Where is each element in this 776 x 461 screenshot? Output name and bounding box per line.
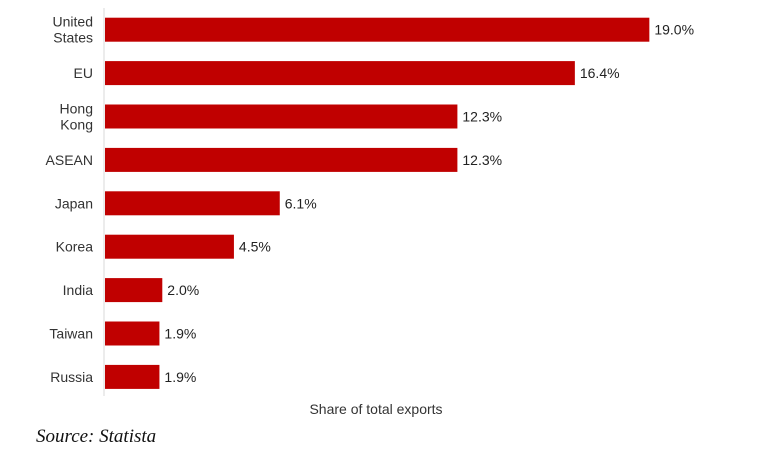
bar: [105, 321, 160, 346]
bar-chart: 19.0% United States 16.4% EU 12.3% Hong Kong 12.…: [46, 8, 694, 417]
category-label: United States: [53, 14, 93, 46]
bar: [105, 191, 280, 216]
bar-value-label: 12.3%: [462, 109, 502, 125]
category-label: Hong Kong: [60, 101, 93, 133]
category-label: EU: [74, 65, 93, 81]
bar-value-label: 6.1%: [285, 195, 317, 211]
source-caption: Source: Statista: [36, 426, 157, 447]
bar: [105, 104, 458, 129]
category-label: Russia: [50, 369, 93, 385]
bar: [105, 61, 575, 86]
bar: [105, 364, 160, 389]
category-label: India: [63, 282, 94, 298]
bar-value-label: 16.4%: [580, 65, 620, 81]
bar-value-label: 4.5%: [239, 239, 271, 255]
bar: [105, 17, 650, 42]
bar-value-label: 1.9%: [164, 369, 196, 385]
bar: [105, 234, 234, 259]
bar-value-label: 19.0%: [654, 22, 694, 38]
bar-value-label: 1.9%: [164, 326, 196, 342]
bar: [105, 147, 458, 172]
category-label: Taiwan: [49, 326, 93, 342]
category-label: Japan: [55, 195, 93, 211]
bar-value-label: 2.0%: [167, 282, 199, 298]
category-label: ASEAN: [46, 152, 93, 168]
x-axis-title: Share of total exports: [309, 401, 442, 417]
bar: [105, 278, 163, 303]
category-label: Korea: [56, 239, 94, 255]
bar-value-label: 12.3%: [462, 152, 502, 168]
